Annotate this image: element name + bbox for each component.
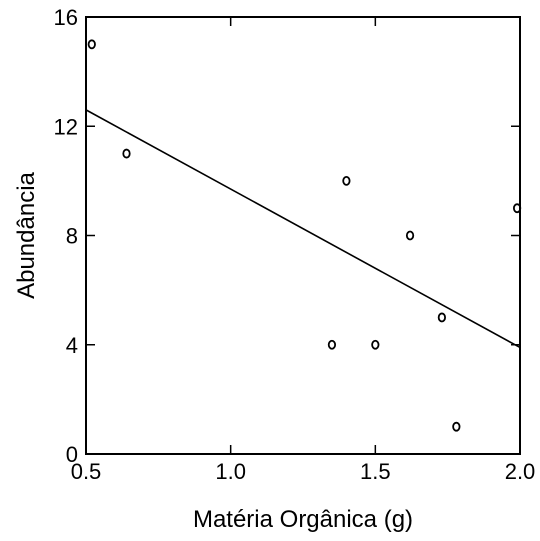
trend-line (85, 109, 521, 349)
y-tick-label: 0 (66, 442, 78, 467)
data-point (342, 175, 351, 186)
x-axis-title: Matéria Orgânica (g) (193, 506, 413, 533)
y-tick-label: 16 (54, 5, 78, 30)
x-tick-label: 1.0 (215, 459, 246, 484)
data-point (437, 312, 446, 323)
axis-ticks (85, 16, 521, 455)
y-tick-label: 12 (54, 114, 78, 139)
x-tick-label: 2.0 (505, 459, 536, 484)
y-tick-label: 4 (66, 333, 78, 358)
plot-frame (85, 16, 521, 455)
data-point (327, 339, 337, 350)
data-point (405, 230, 415, 241)
x-tick-label: 0.5 (71, 459, 102, 484)
data-points (87, 39, 522, 432)
data-point (371, 339, 380, 350)
data-point (122, 148, 131, 159)
data-point (452, 421, 461, 432)
y-axis-title: Abundância (13, 171, 40, 298)
x-tick-label: 1.5 (360, 459, 391, 484)
data-point (87, 39, 96, 50)
data-point (513, 203, 522, 214)
tick-labels: 0.5 1.0 1.5 2.0 0 4 8 12 16 (54, 5, 536, 484)
y-tick-label: 8 (66, 224, 78, 249)
